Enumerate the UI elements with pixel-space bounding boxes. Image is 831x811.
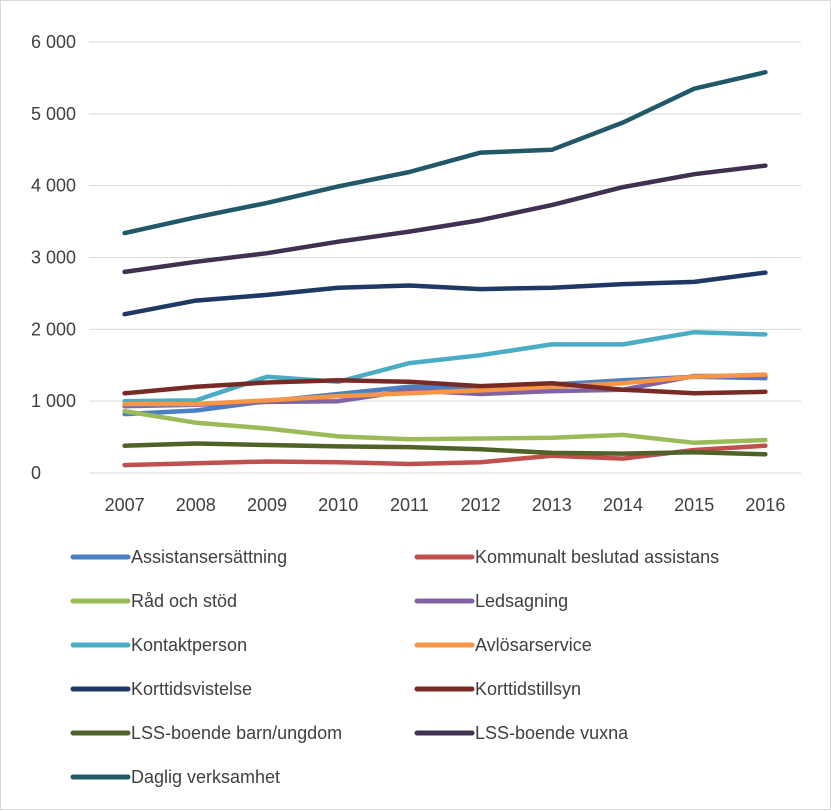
series-line-8 <box>122 441 768 457</box>
legend-label: LSS-boende vuxna <box>475 723 629 743</box>
series-line-7 <box>122 378 768 396</box>
y-tick-label: 1 000 <box>31 391 76 411</box>
legend-item: Daglig verksamhet <box>70 767 280 787</box>
x-tick-label: 2009 <box>247 495 287 515</box>
legend-label: Råd och stöd <box>131 591 237 611</box>
series-line-10 <box>122 69 768 236</box>
x-tick-label: 2014 <box>603 495 643 515</box>
legend-item: Ledsagning <box>414 591 568 611</box>
y-tick-label: 6 000 <box>31 32 76 52</box>
series-line-9 <box>122 163 768 275</box>
legend-item: Kontaktperson <box>70 635 247 655</box>
series-lines <box>122 69 768 468</box>
x-tick-label: 2016 <box>745 495 785 515</box>
legend-label: Daglig verksamhet <box>131 767 280 787</box>
legend-label: Ledsagning <box>475 591 568 611</box>
x-tick-label: 2010 <box>318 495 358 515</box>
y-tick-label: 5 000 <box>31 104 76 124</box>
x-tick-label: 2011 <box>390 495 429 515</box>
y-tick-label: 3 000 <box>31 248 76 268</box>
legend-item: Korttidstillsyn <box>414 679 581 699</box>
legend-item: LSS-boende vuxna <box>414 723 629 743</box>
x-tick-label: 2012 <box>461 495 501 515</box>
legend-label: Kommunalt beslutad assistans <box>475 547 719 567</box>
legend-label: Korttidsvistelse <box>131 679 252 699</box>
legend-label: Avlösarservice <box>475 635 592 655</box>
x-axis-tick-labels: 2007 2008 2009 2010 2011 2012 2013 2014 2015 2016 <box>105 495 786 515</box>
legend-label: Assistansersättning <box>131 547 287 567</box>
y-axis-tick-labels: 0 1 000 2 000 3 000 4 000 5 000 6 000 <box>31 32 76 483</box>
y-tick-label: 0 <box>31 463 41 483</box>
y-tick-label: 2 000 <box>31 319 76 339</box>
legend: Assistansersättning Kommunalt beslutad as… <box>70 547 719 787</box>
series-line-5 <box>122 372 768 407</box>
legend-item: Korttidsvistelse <box>70 679 252 699</box>
legend-item: Assistansersättning <box>70 547 287 567</box>
y-tick-label: 4 000 <box>31 176 76 196</box>
x-tick-label: 2008 <box>176 495 216 515</box>
x-tick-label: 2015 <box>674 495 714 515</box>
legend-item: LSS-boende barn/ungdom <box>70 723 342 743</box>
series-line-2 <box>122 408 768 446</box>
legend-item: Kommunalt beslutad assistans <box>414 547 719 567</box>
x-tick-label: 2013 <box>532 495 572 515</box>
legend-item: Råd och stöd <box>70 591 237 611</box>
legend-label: Kontaktperson <box>131 635 247 655</box>
series-line-4 <box>122 329 768 404</box>
legend-label: Korttidstillsyn <box>475 679 581 699</box>
x-tick-label: 2007 <box>105 495 145 515</box>
legend-label: LSS-boende barn/ungdom <box>131 723 342 743</box>
series-line-6 <box>122 270 768 317</box>
legend-item: Avlösarservice <box>414 635 592 655</box>
